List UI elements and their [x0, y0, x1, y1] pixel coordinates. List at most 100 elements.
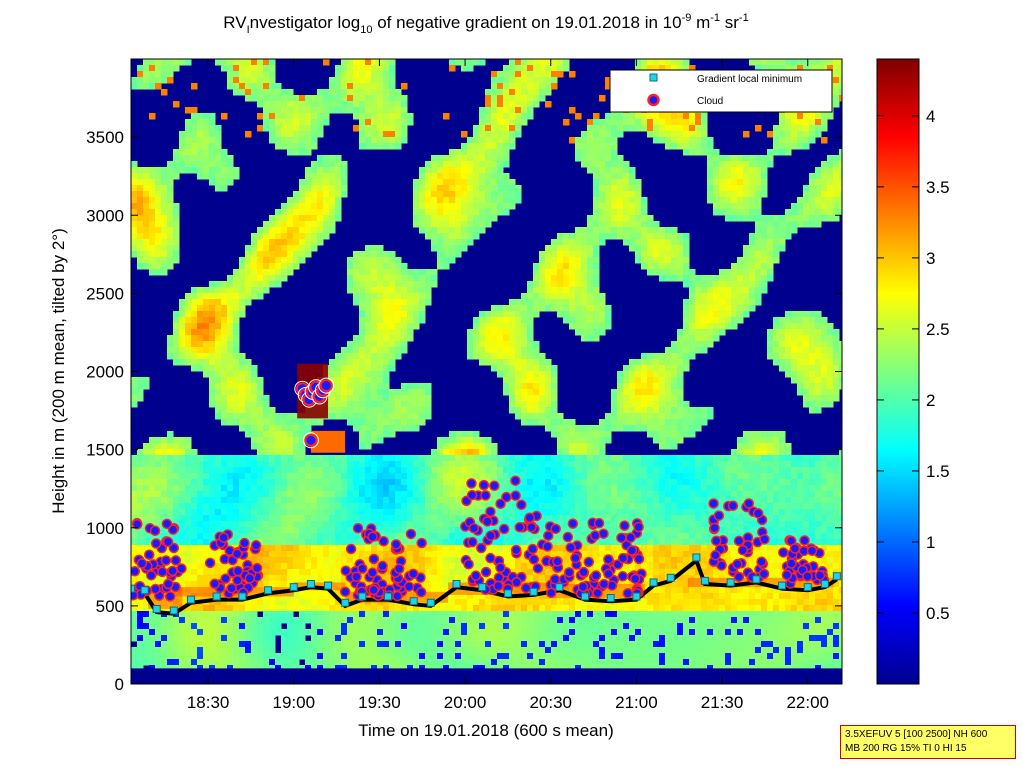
heat-cell	[755, 203, 762, 210]
heat-cell	[617, 383, 624, 390]
heat-cell	[821, 125, 828, 132]
heat-cell	[155, 497, 162, 504]
heat-cell	[185, 491, 192, 498]
heat-cell	[173, 461, 180, 468]
heat-cell	[389, 419, 396, 426]
heat-cell	[593, 131, 600, 138]
heat-cell	[749, 437, 756, 444]
heat-cell	[665, 359, 672, 366]
heat-cell	[839, 509, 842, 516]
heat-cell	[551, 287, 558, 294]
heat-cell	[143, 491, 150, 498]
heat-cell	[491, 209, 498, 216]
heat-cell	[665, 131, 672, 138]
heat-cell	[785, 137, 792, 144]
heat-cell	[371, 359, 378, 366]
heat-cell	[203, 497, 210, 504]
heat-cell	[239, 287, 246, 294]
heat-cell	[659, 407, 666, 414]
heat-cell	[317, 155, 324, 162]
heat-cell	[497, 113, 504, 120]
heat-cell	[713, 485, 720, 492]
heat-cell	[371, 401, 378, 408]
heat-cell	[497, 479, 504, 486]
heat-cell	[329, 455, 336, 462]
heat-cell	[257, 77, 264, 84]
heat-cell	[497, 95, 504, 102]
heat-cell	[197, 131, 204, 138]
heat-cell	[503, 317, 510, 324]
heat-cell	[605, 479, 612, 486]
heat-cell	[467, 221, 474, 228]
heat-cell	[719, 275, 726, 282]
heat-cell	[503, 161, 510, 168]
heat-cell	[659, 491, 666, 498]
heat-cell	[167, 461, 174, 468]
heat-cell	[407, 473, 414, 480]
heat-cell	[569, 467, 576, 474]
heat-cell	[401, 425, 408, 432]
heat-cell	[689, 113, 696, 120]
heat-cell	[389, 305, 396, 312]
heat-cell	[815, 173, 822, 180]
heat-cell	[539, 299, 546, 306]
heat-cell	[377, 107, 384, 114]
heat-cell	[353, 257, 360, 264]
heat-cell	[773, 467, 780, 474]
heat-cell	[713, 455, 720, 462]
heat-cell	[479, 359, 486, 366]
heat-cell	[221, 497, 228, 504]
heat-cell	[287, 455, 294, 462]
heat-cell	[689, 503, 696, 510]
heat-cell	[521, 119, 528, 126]
heat-cell	[605, 419, 612, 426]
heat-cell	[335, 467, 342, 474]
heat-cell	[389, 335, 396, 342]
heat-cell	[383, 77, 390, 84]
heat-cell	[737, 467, 744, 474]
heat-cell	[269, 407, 276, 414]
heat-cell	[401, 455, 408, 462]
heat-cell	[545, 407, 552, 414]
heat-cell	[839, 449, 842, 456]
heat-cell	[383, 341, 390, 348]
heat-cell	[365, 353, 372, 360]
heat-cell	[551, 275, 558, 282]
heat-cell	[341, 407, 348, 414]
heat-cell	[407, 401, 414, 408]
heat-cell	[371, 65, 378, 72]
heat-cell	[371, 461, 378, 468]
heat-cell	[131, 221, 138, 228]
heat-cell	[755, 491, 762, 498]
heat-cell	[473, 461, 480, 468]
heat-cell	[461, 221, 468, 228]
heat-cell	[797, 197, 804, 204]
heat-cell	[563, 59, 570, 66]
heat-cell	[803, 59, 810, 66]
heat-cell	[413, 407, 420, 414]
heat-cell	[269, 455, 276, 462]
heat-cell	[347, 461, 354, 468]
heat-cell	[281, 89, 288, 96]
heat-cell	[761, 497, 768, 504]
heat-cell	[593, 335, 600, 342]
heat-cell	[605, 203, 612, 210]
heat-cell	[677, 359, 684, 366]
heat-cell	[479, 449, 486, 456]
heat-cell	[191, 479, 198, 486]
heat-cell	[257, 275, 264, 282]
heat-cell	[809, 389, 816, 396]
heat-cell	[599, 311, 606, 318]
heat-cell	[581, 305, 588, 312]
heat-cell	[659, 473, 666, 480]
heat-cell	[587, 473, 594, 480]
heat-cell	[377, 143, 384, 150]
heat-cell	[245, 461, 252, 468]
heat-cell	[449, 245, 456, 252]
heat-cell	[785, 209, 792, 216]
heat-cell	[503, 77, 510, 84]
heat-cell	[389, 251, 396, 258]
heat-cell	[737, 203, 744, 210]
heat-cell	[299, 197, 306, 204]
heat-cell	[131, 467, 138, 474]
